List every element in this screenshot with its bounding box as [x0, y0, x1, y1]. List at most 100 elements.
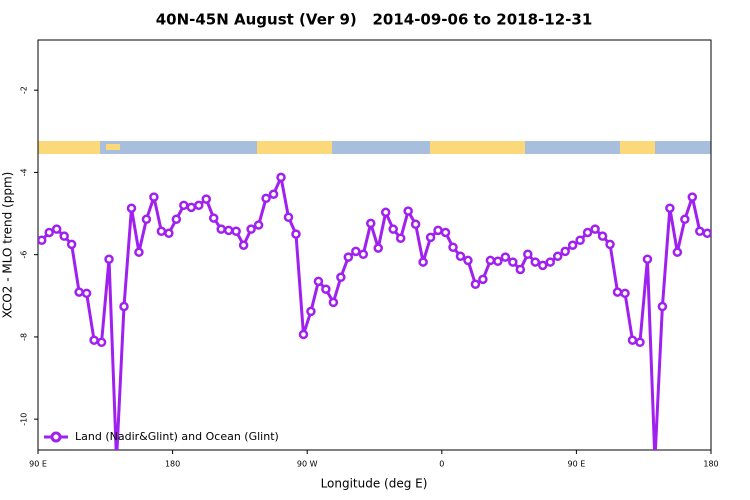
data-point	[373, 243, 383, 253]
data-point	[194, 200, 204, 211]
data-point	[478, 274, 488, 285]
data-point	[113, 457, 120, 464]
data-point	[545, 257, 555, 267]
x-tick-label: 90 W	[297, 460, 318, 469]
data-point	[104, 254, 114, 264]
data-point	[141, 214, 152, 225]
data-point	[74, 287, 84, 297]
data-point	[665, 203, 675, 213]
data-point	[328, 297, 339, 308]
data-point	[164, 228, 174, 239]
data-point	[672, 247, 683, 257]
data-point	[126, 203, 137, 213]
data-point	[208, 213, 219, 223]
data-point	[134, 247, 144, 257]
x-tick-label: 90 E	[29, 460, 47, 469]
data-point	[597, 231, 608, 241]
data-line	[40, 175, 708, 450]
data-point	[298, 329, 309, 340]
data-point	[201, 194, 211, 204]
y-tick-label: -8	[20, 333, 29, 341]
y-tick-label: -6	[20, 251, 29, 259]
data-point	[380, 207, 391, 218]
data-point	[246, 224, 256, 234]
data-point	[612, 287, 623, 297]
data-point	[358, 249, 369, 260]
data-point	[238, 240, 249, 250]
data-point	[96, 337, 107, 348]
data-point	[680, 214, 690, 225]
data-point	[538, 260, 548, 271]
data-point	[440, 227, 451, 238]
data-point	[635, 337, 645, 348]
data-point	[395, 233, 406, 243]
data-point	[508, 257, 518, 267]
data-point	[530, 257, 541, 267]
data-point	[500, 252, 511, 262]
data-point	[268, 189, 279, 199]
data-point	[403, 206, 413, 216]
data-point	[627, 335, 638, 345]
data-point	[425, 232, 436, 243]
data-point	[321, 284, 331, 294]
data-point	[38, 235, 47, 246]
data-point	[582, 227, 593, 238]
data-point	[485, 255, 496, 266]
data-point	[687, 192, 698, 202]
data-point	[642, 254, 653, 264]
data-point	[283, 212, 294, 222]
data-point	[276, 172, 286, 183]
plot-frame	[37, 39, 712, 451]
data-point	[291, 229, 301, 239]
chart-title: 40N-45N August (Ver 9) 2014-09-06 to 201…	[156, 11, 593, 29]
data-point	[523, 249, 533, 260]
data-point	[493, 256, 503, 266]
data-point	[179, 200, 189, 211]
data-point	[575, 235, 585, 246]
data-point	[702, 228, 711, 239]
data-point	[651, 457, 658, 464]
data-point	[567, 240, 578, 250]
y-axis-label: XCO2 - MLO trend (ppm)	[1, 172, 15, 319]
data-point	[351, 246, 361, 257]
data-point	[216, 224, 226, 234]
data-point	[59, 231, 69, 241]
data-point	[343, 252, 354, 262]
data-point	[66, 239, 77, 250]
data-point	[149, 192, 159, 202]
legend-marker	[50, 431, 62, 443]
y-tick-label: -4	[20, 168, 29, 176]
data-point	[253, 220, 264, 230]
data-point	[261, 193, 271, 204]
y-tick-label: -2	[20, 86, 29, 94]
data-point	[336, 272, 346, 283]
data-point	[231, 226, 241, 236]
data-point	[156, 226, 167, 236]
data-point	[388, 224, 398, 234]
data-point	[552, 251, 563, 262]
data-point	[51, 224, 62, 234]
land-ocean-strip	[38, 141, 711, 154]
data-point	[186, 202, 197, 213]
data-point	[657, 301, 668, 312]
data-point	[470, 279, 481, 290]
data-point	[590, 224, 600, 234]
data-point	[433, 225, 443, 236]
legend-label: Land (Nadir&Glint) and Ocean (Glint)	[75, 430, 279, 443]
data-point	[695, 226, 705, 236]
data-point	[515, 264, 526, 275]
x-tick-label: 0	[439, 460, 444, 469]
data-point	[448, 242, 458, 253]
data-point	[455, 251, 466, 262]
data-point	[560, 246, 570, 257]
plot-area	[38, 172, 711, 464]
data-point	[366, 218, 376, 229]
x-tick-label: 180	[165, 460, 180, 469]
data-point	[620, 288, 630, 299]
data-point	[605, 239, 615, 250]
data-point	[44, 227, 54, 238]
x-tick-label: 90 E	[568, 460, 586, 469]
legend: Land (Nadir&Glint) and Ocean (Glint)	[44, 430, 279, 443]
x-axis-label: Longitude (deg E)	[321, 477, 428, 491]
